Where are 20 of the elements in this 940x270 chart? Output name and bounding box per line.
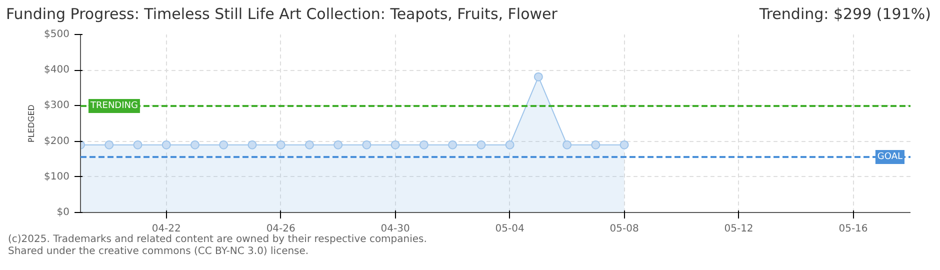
- ref-line-label: TRENDING: [90, 101, 138, 112]
- y-tick-label: $200: [44, 136, 70, 147]
- y-tick-label: $400: [44, 64, 70, 76]
- ref-line-label: GOAL: [877, 152, 903, 162]
- chart-title: Funding Progress: Timeless Still Life Art Collection: Teapots, Fruits, Flower: [6, 4, 558, 25]
- x-tick-label: 05-08: [610, 224, 639, 234]
- x-tick-label: 04-22: [152, 224, 181, 234]
- x-tick-label: 04-30: [380, 224, 410, 234]
- y-tick-label: $100: [44, 171, 70, 182]
- y-axis-title: PLEDGED: [27, 104, 36, 142]
- x-tick-label: 05-16: [838, 224, 868, 234]
- text: Trending: $299 (191%): [759, 4, 931, 25]
- y-tick-label: $300: [44, 100, 70, 112]
- y-tick-label: $500: [44, 29, 70, 40]
- x-tick-label: 05-12: [724, 224, 754, 234]
- x-tick-label: 05-04: [495, 224, 524, 234]
- y-tick-label: $0: [56, 207, 70, 218]
- text: (c)2025. Trademarks and related content are owned by their respective companies.: [8, 234, 427, 245]
- text: Shared under the creative commons (CC BY-NC 3.0) license.: [8, 246, 309, 257]
- x-tick-label: 04-26: [266, 224, 296, 234]
